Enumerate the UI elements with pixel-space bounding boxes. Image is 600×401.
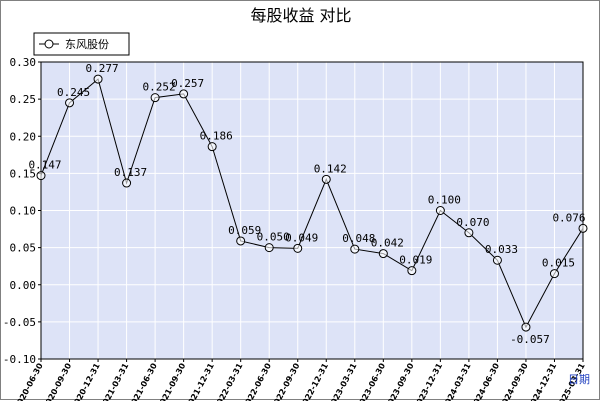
- x-axis-label: 日期: [568, 373, 590, 386]
- y-axis: 0.30 0.25 0.20 0.15 0.10 0.05 0.00 -0.05 -0.10: [3, 56, 41, 366]
- data-label: 0.147: [28, 159, 61, 172]
- legend-box: [33, 32, 130, 56]
- data-label: 0.137: [114, 166, 147, 179]
- data-point: [321, 174, 331, 184]
- data-point: [521, 322, 531, 332]
- x-tick-label: 2023-12-31: [412, 361, 444, 401]
- series-line-group: [36, 74, 588, 332]
- y-tick-label: -0.05: [3, 316, 36, 329]
- x-tick-label: 2024-06-30: [469, 361, 501, 401]
- series-line: [40, 78, 584, 329]
- data-point: [93, 74, 103, 84]
- y-tick-label: 0.15: [10, 167, 37, 180]
- data-label: 0.257: [171, 77, 204, 90]
- data-label: 0.059: [228, 224, 261, 237]
- data-label: 0.186: [200, 130, 233, 143]
- x-axis: 2020-06-302020-09-302020-12-312021-03-31…: [13, 359, 587, 401]
- data-point: [435, 206, 445, 215]
- x-tick-label: 2022-12-31: [298, 361, 330, 401]
- data-point: [293, 243, 303, 253]
- data-label: 0.048: [342, 232, 375, 245]
- data-point: [207, 142, 217, 152]
- data-label: 0.070: [456, 216, 489, 229]
- x-tick-label: 2024-09-30: [498, 361, 530, 401]
- x-tick-label: 2020-12-31: [70, 361, 102, 401]
- legend: 东风股份: [33, 32, 130, 56]
- data-point: [179, 89, 189, 99]
- data-label: 0.142: [314, 162, 347, 175]
- data-point: [350, 244, 360, 254]
- x-tick-label: 2020-09-30: [41, 361, 73, 401]
- data-label: 0.050: [257, 231, 290, 244]
- x-tick-label: 2023-03-31: [327, 361, 359, 401]
- x-tick-label: 2024-12-31: [526, 361, 558, 401]
- x-tick-label: 2021-03-31: [98, 361, 130, 401]
- data-label: 0.049: [285, 231, 318, 244]
- data-point: [549, 269, 559, 279]
- y-tick-label: 0.25: [10, 93, 37, 106]
- data-label: 0.277: [85, 62, 118, 75]
- x-tick-label: 2021-09-30: [155, 361, 187, 401]
- data-point: [492, 255, 502, 265]
- data-point: [150, 93, 160, 103]
- data-point: [407, 266, 417, 276]
- chart-title: 每股收益 对比: [250, 6, 351, 25]
- data-label: 0.015: [542, 257, 575, 270]
- data-label: 0.076: [552, 211, 585, 224]
- data-label: 0.033: [485, 243, 518, 256]
- legend-marker-icon: [44, 39, 54, 49]
- y-tick-label: 0.10: [10, 205, 37, 218]
- data-label: 0.042: [371, 237, 404, 250]
- data-label: 0.245: [57, 86, 90, 99]
- data-point: [578, 223, 588, 233]
- data-point: [464, 228, 474, 238]
- data-point: [65, 98, 75, 108]
- legend-entry-label: 东风股份: [65, 38, 109, 51]
- data-label: -0.057: [510, 333, 550, 346]
- x-tick-label: 2022-03-31: [212, 361, 244, 401]
- data-point: [236, 236, 246, 246]
- data-label: 0.019: [399, 254, 432, 267]
- x-tick-label: 2024-03-31: [441, 361, 473, 401]
- data-point: [36, 171, 46, 181]
- x-tick-label: 2021-06-30: [127, 361, 159, 401]
- data-point: [378, 249, 388, 259]
- x-tick-label: 2022-09-30: [270, 361, 302, 401]
- x-tick-label: 2023-06-30: [355, 361, 387, 401]
- x-tick-label: 2023-09-30: [384, 361, 416, 401]
- x-tick-label: 2020-06-30: [13, 361, 45, 401]
- y-tick-label: 0.05: [10, 242, 37, 255]
- y-tick-label: 0.20: [10, 130, 37, 143]
- data-label: 0.252: [143, 81, 176, 94]
- data-point: [122, 178, 132, 188]
- y-tick-label: 0.30: [10, 56, 37, 69]
- y-tick-label: -0.10: [3, 353, 36, 366]
- y-tick-label: 0.00: [10, 279, 37, 292]
- x-tick-label: 2022-06-30: [241, 361, 273, 401]
- data-point: [264, 243, 274, 253]
- data-label: 0.100: [428, 194, 461, 207]
- x-tick-label: 2021-12-31: [184, 361, 216, 401]
